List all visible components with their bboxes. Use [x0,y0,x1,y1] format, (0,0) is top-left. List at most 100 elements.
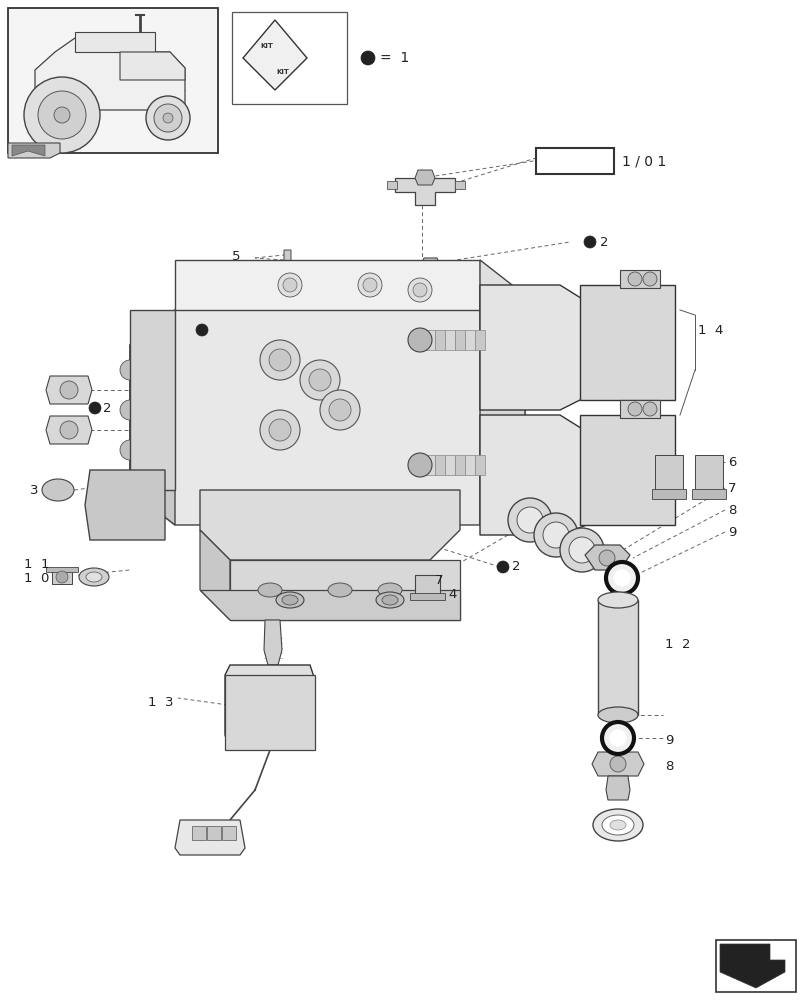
Polygon shape [605,776,629,800]
Circle shape [328,399,350,421]
Circle shape [609,730,625,746]
Polygon shape [175,260,479,310]
Circle shape [517,507,543,533]
Polygon shape [435,455,444,475]
Text: 4: 4 [448,587,456,600]
Polygon shape [591,752,643,776]
Circle shape [299,360,340,400]
Polygon shape [414,330,424,350]
Text: =  1: = 1 [380,51,409,65]
Text: 7: 7 [727,482,736,494]
Polygon shape [200,590,460,620]
Bar [579,415,674,525]
Circle shape [120,400,139,420]
Circle shape [309,369,331,391]
Circle shape [627,402,642,416]
Circle shape [543,522,569,548]
Ellipse shape [592,809,642,841]
Text: 2: 2 [599,235,607,248]
Polygon shape [242,20,307,90]
Circle shape [120,360,139,380]
Polygon shape [85,470,165,540]
Polygon shape [414,575,440,595]
Polygon shape [420,258,440,274]
Bar [232,12,346,104]
Polygon shape [46,376,92,404]
Text: 1 / 0 1: 1 / 0 1 [621,154,666,168]
Polygon shape [264,620,281,665]
Polygon shape [444,455,454,475]
Polygon shape [46,416,92,444]
Text: 1  4: 1 4 [697,324,723,336]
Circle shape [534,513,577,557]
Polygon shape [691,489,725,499]
Polygon shape [284,250,290,272]
Ellipse shape [281,595,298,605]
Circle shape [560,528,603,572]
Text: 6: 6 [727,456,736,468]
Text: 9: 9 [727,526,736,538]
Polygon shape [200,530,230,620]
Polygon shape [75,32,155,52]
Polygon shape [52,570,72,584]
Bar [191,826,206,840]
Ellipse shape [328,583,351,597]
Circle shape [361,51,375,65]
Ellipse shape [609,820,625,830]
Circle shape [60,421,78,439]
Text: 2: 2 [512,560,520,574]
Circle shape [424,261,435,271]
Circle shape [627,272,642,286]
Circle shape [60,381,78,399]
Text: 1  2: 1 2 [664,639,689,652]
Bar [8,8,217,153]
Text: 1 . 7 5: 1 . 7 5 [545,154,603,168]
Ellipse shape [597,592,637,608]
Circle shape [154,104,182,132]
Ellipse shape [597,707,637,723]
Polygon shape [719,944,784,988]
Circle shape [195,324,208,336]
Circle shape [569,537,594,563]
Polygon shape [465,330,474,350]
Circle shape [260,340,299,380]
Text: 1  3: 1 3 [148,696,174,708]
Ellipse shape [86,572,102,582]
Circle shape [601,722,633,754]
Circle shape [120,440,139,460]
Circle shape [496,561,508,573]
Circle shape [407,278,431,302]
Ellipse shape [381,595,397,605]
Circle shape [605,562,637,594]
Polygon shape [35,38,185,110]
Bar [620,270,659,288]
Bar [225,675,315,750]
Polygon shape [479,285,599,410]
Bar [579,285,674,400]
Text: 2: 2 [103,401,111,414]
Polygon shape [394,178,454,205]
Bar [207,826,221,840]
Circle shape [146,96,190,140]
Bar [620,400,659,418]
Polygon shape [454,455,465,475]
Circle shape [358,273,381,297]
Polygon shape [414,455,424,475]
Circle shape [260,410,299,450]
Circle shape [642,272,656,286]
Polygon shape [130,310,525,525]
Text: KIT: KIT [277,69,289,75]
Polygon shape [479,260,525,345]
Text: 9: 9 [664,734,672,746]
Circle shape [642,402,656,416]
Circle shape [283,278,297,292]
Polygon shape [454,181,465,189]
Circle shape [609,756,625,772]
Polygon shape [424,330,435,350]
Polygon shape [435,330,444,350]
Ellipse shape [378,583,401,597]
Circle shape [56,571,68,583]
Circle shape [320,390,359,430]
Polygon shape [465,455,474,475]
Circle shape [583,236,595,248]
